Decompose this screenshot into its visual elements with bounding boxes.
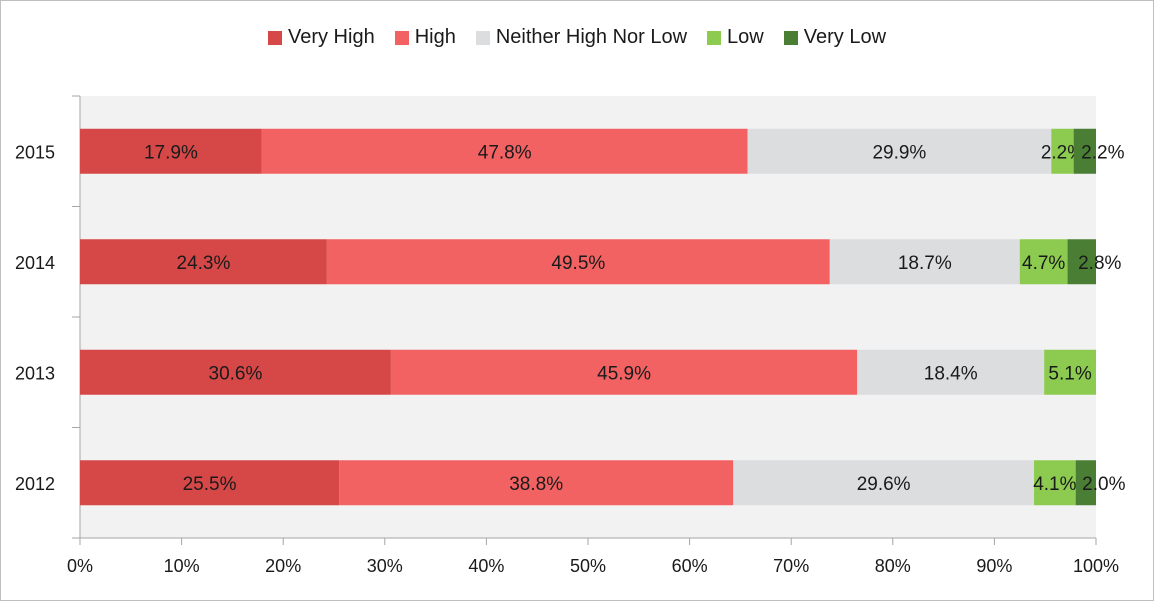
legend-label: Low	[727, 26, 764, 48]
legend-item-neither-high-nor-low: Neither High Nor Low	[475, 26, 688, 49]
legend-swatch	[783, 30, 798, 45]
bar-very-low-2014	[1067, 239, 1096, 285]
x-tick-label: 70%	[773, 556, 809, 576]
data-label-very-low-2012: 2.0%	[1082, 474, 1125, 495]
data-label-low-2012: 4.1%	[1033, 474, 1076, 495]
data-label-high-2012: 38.8%	[509, 474, 563, 495]
data-label-high-2014: 49.5%	[551, 253, 605, 274]
bar-high-2014	[326, 239, 830, 285]
data-label-low-2013: 5.1%	[1048, 363, 1091, 384]
legend-label: High	[414, 26, 456, 48]
data-label-very-high-2015: 17.9%	[144, 142, 198, 163]
data-label-very-high-2013: 30.6%	[209, 363, 263, 384]
legend-item-very-high: Very High	[267, 26, 375, 49]
x-tick-label: 0%	[67, 556, 93, 576]
data-label-very-low-2014: 2.8%	[1078, 253, 1121, 274]
bar-high-2015	[261, 128, 748, 174]
bar-low-2012	[1034, 460, 1076, 506]
bar-very-high-2015	[80, 128, 262, 174]
x-tick-label: 60%	[672, 556, 708, 576]
data-label-neither-high-nor-low-2012: 29.6%	[857, 474, 911, 495]
legend: Very High High Neither High Nor Low Low Very…	[0, 26, 1154, 49]
bar-low-2013	[1044, 349, 1096, 395]
x-tick-label: 100%	[1073, 556, 1119, 576]
legend-swatch	[475, 30, 490, 45]
legend-label: Very High	[287, 26, 375, 48]
data-label-high-2013: 45.9%	[597, 363, 651, 384]
data-label-very-high-2012: 25.5%	[183, 474, 237, 495]
x-tick-label: 50%	[570, 556, 606, 576]
legend-swatch	[394, 30, 409, 45]
x-tick-label: 20%	[265, 556, 301, 576]
data-label-neither-high-nor-low-2015: 29.9%	[872, 142, 926, 163]
data-label-very-low-2015: 2.2%	[1081, 142, 1124, 163]
y-tick-label: 2014	[15, 253, 55, 273]
x-tick-label: 90%	[976, 556, 1012, 576]
y-tick-label: 2013	[15, 363, 55, 383]
legend-item-very-low: Very Low	[783, 26, 887, 49]
data-label-very-high-2014: 24.3%	[177, 253, 231, 274]
bar-neither-high-nor-low-2012	[733, 460, 1035, 506]
bar-low-2014	[1019, 239, 1068, 285]
x-tick-label: 10%	[164, 556, 200, 576]
bar-very-high-2012	[80, 460, 340, 506]
bar-high-2013	[390, 349, 858, 395]
x-tick-label: 40%	[468, 556, 504, 576]
y-tick-label: 2015	[15, 142, 55, 162]
bar-very-high-2013	[80, 349, 391, 395]
bar-high-2012	[339, 460, 734, 506]
legend-item-low: Low	[707, 26, 764, 49]
bar-very-low-2012	[1075, 460, 1096, 506]
legend-label: Neither High Nor Low	[495, 26, 688, 48]
bar-neither-high-nor-low-2015	[747, 128, 1052, 174]
data-label-neither-high-nor-low-2014: 18.7%	[898, 253, 952, 274]
legend-label: Very Low	[803, 26, 887, 48]
legend-swatch	[707, 30, 722, 45]
x-tick-label: 30%	[367, 556, 403, 576]
data-label-low-2014: 4.7%	[1022, 253, 1065, 274]
data-label-neither-high-nor-low-2013: 18.4%	[924, 363, 978, 384]
bar-neither-high-nor-low-2013	[857, 349, 1045, 395]
bar-very-low-2015	[1073, 128, 1096, 174]
bar-neither-high-nor-low-2014	[829, 239, 1020, 285]
data-label-high-2015: 47.8%	[478, 142, 532, 163]
bar-very-high-2014	[80, 239, 327, 285]
legend-item-high: High	[394, 26, 456, 49]
legend-swatch	[267, 30, 282, 45]
x-tick-label: 80%	[875, 556, 911, 576]
y-tick-label: 2012	[15, 474, 55, 494]
data-label-low-2015: 2.2%	[1041, 142, 1084, 163]
bar-low-2015	[1051, 128, 1074, 174]
